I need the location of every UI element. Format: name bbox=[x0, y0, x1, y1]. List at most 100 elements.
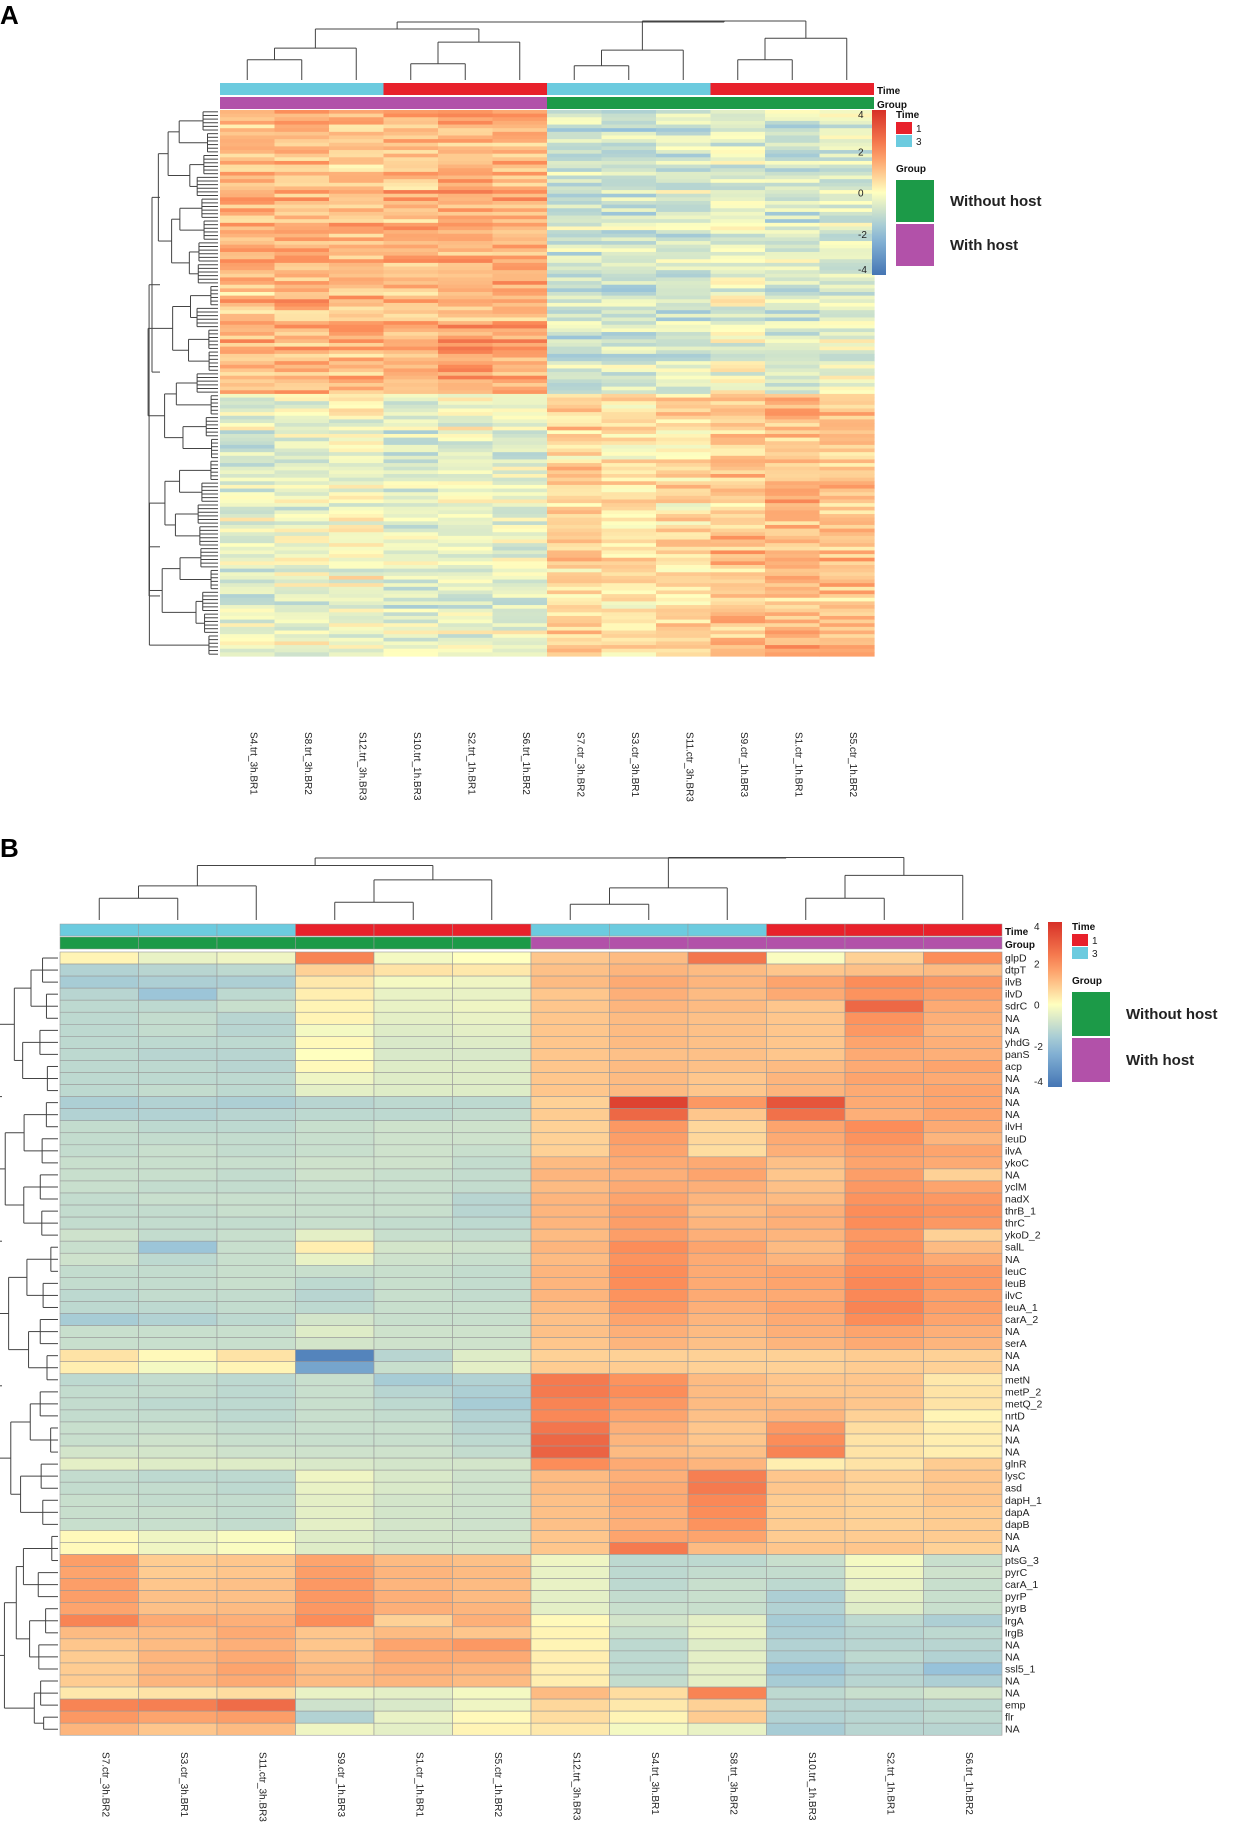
heatmap-cell bbox=[438, 412, 494, 417]
heatmap-cell bbox=[819, 459, 875, 464]
heatmap-cell bbox=[373, 1192, 453, 1206]
heatmap-cell bbox=[819, 495, 875, 501]
heatmap-cell bbox=[656, 190, 712, 195]
heatmap-cell bbox=[819, 546, 875, 552]
heatmap-cell bbox=[710, 215, 766, 220]
heatmap-cell bbox=[59, 1590, 139, 1604]
heatmap-cell bbox=[819, 201, 875, 206]
heatmap-cell bbox=[844, 1072, 924, 1085]
heatmap-cell bbox=[492, 601, 548, 606]
heatmap-cell bbox=[530, 1277, 610, 1290]
heatmap-cell bbox=[765, 583, 821, 588]
heatmap-cell bbox=[383, 477, 439, 482]
heatmap-cell bbox=[656, 641, 712, 646]
heatmap-cell bbox=[710, 623, 766, 628]
heatmap-cell bbox=[59, 1349, 139, 1363]
heatmap-cell bbox=[530, 1240, 610, 1254]
time-annotation-cell bbox=[138, 923, 218, 937]
heatmap-cell bbox=[601, 259, 657, 264]
heatmap-cell bbox=[138, 1445, 218, 1459]
heatmap-cell bbox=[492, 222, 548, 228]
heatmap-cell bbox=[765, 408, 821, 413]
heatmap-cell bbox=[220, 579, 276, 584]
heatmap-cell bbox=[220, 306, 276, 311]
column-labels: S4.trt_3h.BR1 S8.trt_3h.BR2 S12.trt_3h.BR3… bbox=[247, 732, 858, 802]
heatmap-cell bbox=[656, 284, 712, 289]
heatmap-cell bbox=[220, 383, 276, 388]
heatmap-cell bbox=[329, 222, 385, 228]
heatmap-cell bbox=[547, 168, 603, 173]
heatmap-cell bbox=[844, 1108, 924, 1122]
heatmap-cell bbox=[766, 1120, 846, 1134]
heatmap-cell bbox=[220, 204, 276, 209]
heatmap-cell bbox=[438, 139, 494, 144]
heatmap-cell bbox=[844, 987, 924, 1001]
heatmap-cell bbox=[329, 463, 385, 468]
heatmap-cell bbox=[220, 273, 276, 279]
heatmap-cell bbox=[492, 514, 548, 519]
heatmap-cell bbox=[844, 1578, 924, 1591]
heatmap-cell bbox=[601, 423, 657, 428]
heatmap-cell bbox=[220, 328, 276, 333]
heatmap-cell bbox=[438, 160, 494, 166]
heatmap-cell bbox=[492, 379, 548, 384]
heatmap-cell bbox=[59, 951, 139, 965]
heatmap-cell bbox=[656, 637, 712, 643]
heatmap-cell bbox=[547, 324, 603, 329]
heatmap-cell bbox=[59, 1397, 139, 1411]
heatmap-cell bbox=[547, 426, 603, 431]
heatmap-cell bbox=[220, 259, 276, 264]
heatmap-cell bbox=[383, 321, 439, 326]
heatmap-cell bbox=[710, 321, 766, 326]
heatmap-cell bbox=[220, 201, 276, 206]
heatmap-cell bbox=[59, 1638, 139, 1652]
heatmap-cell bbox=[923, 1445, 1003, 1459]
heatmap-cell bbox=[438, 488, 494, 493]
heatmap-cell bbox=[438, 164, 494, 169]
heatmap-cell bbox=[274, 532, 330, 537]
heatmap-cell bbox=[492, 251, 548, 257]
heatmap-cell bbox=[492, 393, 548, 399]
heatmap-cell bbox=[492, 605, 548, 610]
column-label: S5.ctr_1h.BR2 bbox=[492, 1752, 503, 1817]
heatmap-cell bbox=[530, 1192, 610, 1206]
gene-label: NA bbox=[1005, 1362, 1020, 1374]
heatmap-cell bbox=[656, 619, 712, 624]
time-legend-swatch bbox=[1072, 934, 1088, 946]
heatmap-cell bbox=[765, 539, 821, 544]
heatmap-cell bbox=[819, 586, 875, 592]
heatmap-cell bbox=[710, 412, 766, 417]
heatmap-cell bbox=[710, 139, 766, 144]
heatmap-cell bbox=[220, 575, 276, 581]
heatmap-cell bbox=[274, 641, 330, 646]
heatmap-cell bbox=[274, 135, 330, 140]
heatmap-cell bbox=[274, 310, 330, 315]
heatmap-cell bbox=[656, 306, 712, 311]
heatmap-cell bbox=[274, 554, 330, 559]
heatmap-cell bbox=[765, 419, 821, 424]
heatmap-cell bbox=[329, 201, 385, 206]
heatmap-cell bbox=[765, 342, 821, 348]
heatmap-cell bbox=[373, 1048, 453, 1061]
heatmap-cell bbox=[710, 608, 766, 613]
heatmap-cell bbox=[819, 259, 875, 264]
heatmap-cell bbox=[530, 1542, 610, 1555]
group-annotation-cell bbox=[656, 97, 711, 109]
heatmap-cell bbox=[547, 459, 603, 464]
heatmap-cell bbox=[274, 404, 330, 410]
heatmap-cell bbox=[819, 230, 875, 235]
heatmap-cell bbox=[656, 193, 712, 198]
heatmap-cell bbox=[492, 317, 548, 322]
heatmap-cell bbox=[601, 535, 657, 541]
heatmap-cell bbox=[656, 488, 712, 493]
heatmap-cell bbox=[492, 372, 548, 377]
heatmap-cell bbox=[274, 575, 330, 581]
heatmap-cell bbox=[438, 353, 494, 359]
heatmap-cell bbox=[819, 390, 875, 395]
heatmap-cell bbox=[383, 124, 439, 129]
heatmap-cell bbox=[765, 353, 821, 359]
heatmap-cell bbox=[220, 339, 276, 344]
heatmap-cell bbox=[373, 1566, 453, 1579]
heatmap-cell bbox=[295, 1506, 375, 1519]
heatmap-cell bbox=[220, 295, 276, 300]
